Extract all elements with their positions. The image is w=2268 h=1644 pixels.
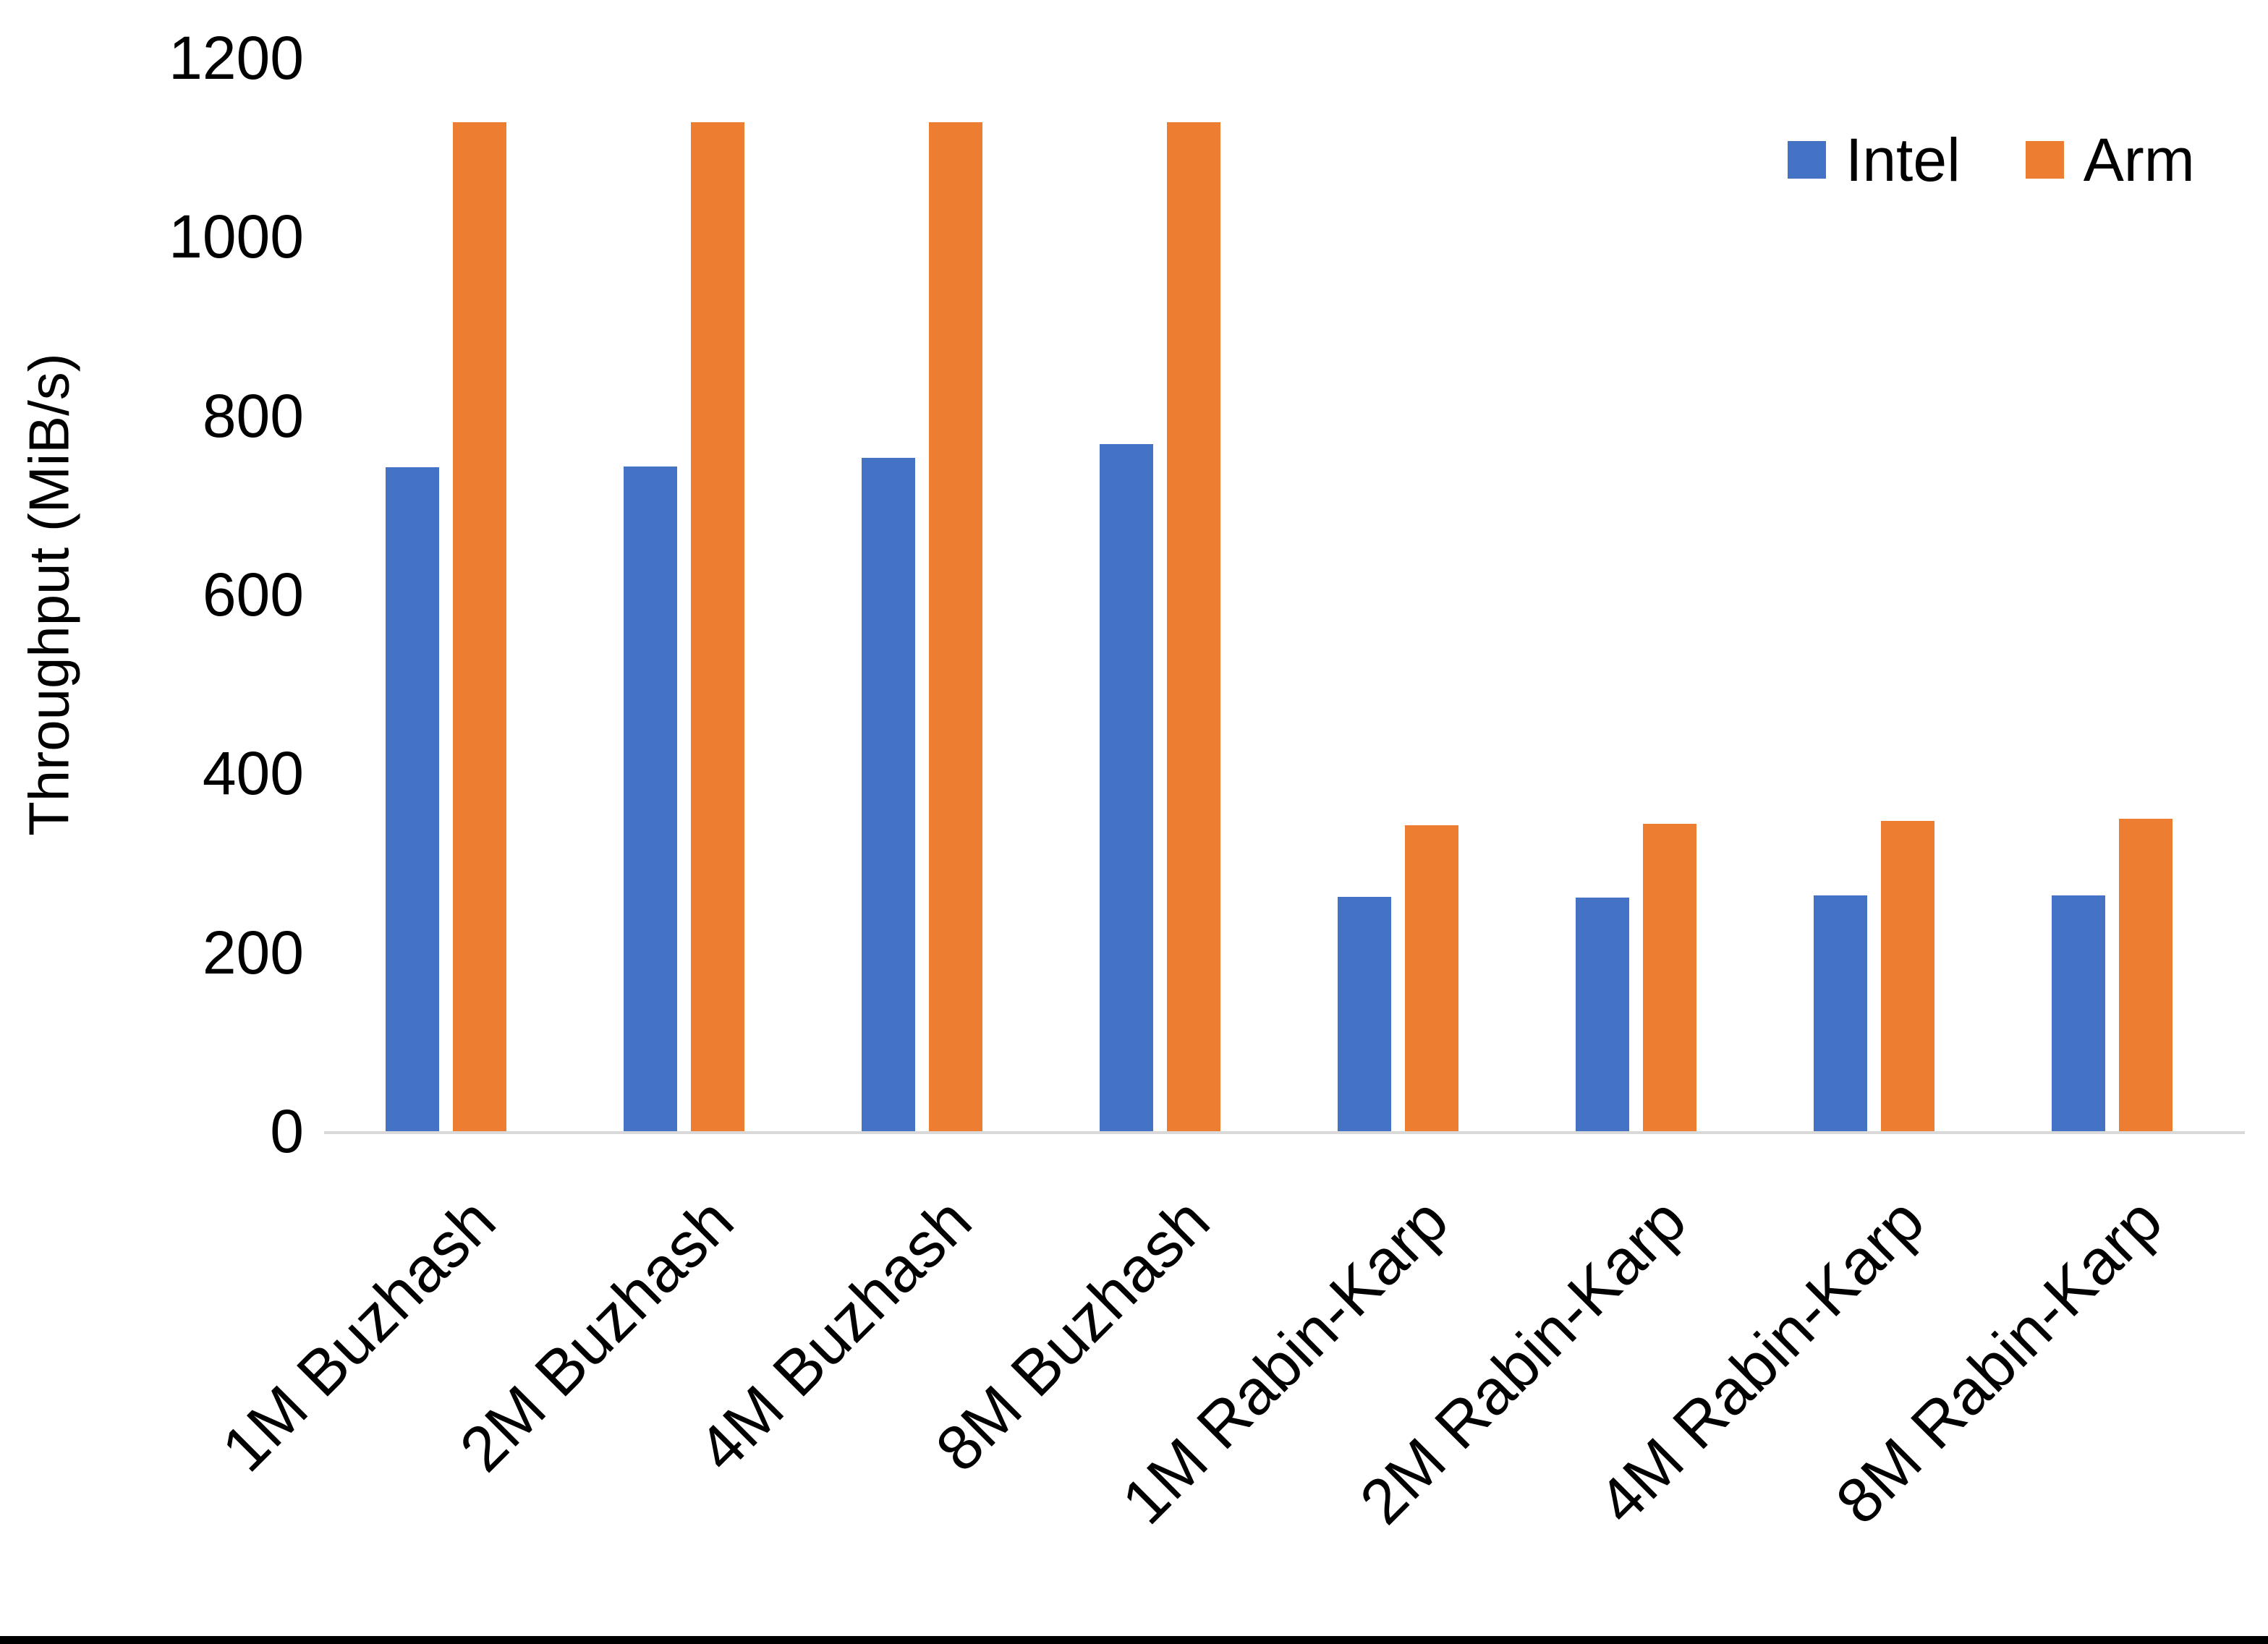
bar-arm-4m-buzhash <box>929 122 982 1131</box>
bar-group-1m-buzhash <box>386 122 506 1131</box>
plot-area <box>324 58 2245 1134</box>
y-tick-label-0: 0 <box>270 1097 304 1165</box>
bar-intel-8m-buzhash <box>1100 444 1153 1131</box>
bar-arm-2m-rabin-karp <box>1643 824 1696 1131</box>
bar-group-2m-rabin-karp <box>1576 824 1696 1131</box>
bar-arm-1m-rabin-karp <box>1405 825 1458 1131</box>
legend-label-arm: Arm <box>2083 126 2195 194</box>
bar-intel-1m-buzhash <box>386 467 439 1131</box>
y-tick-label-800: 800 <box>202 381 304 450</box>
bar-arm-1m-buzhash <box>453 122 506 1131</box>
legend-swatch-intel <box>1788 141 1826 179</box>
bar-arm-8m-buzhash <box>1167 122 1220 1131</box>
y-tick-label-200: 200 <box>202 918 304 987</box>
y-tick-label-400: 400 <box>202 739 304 808</box>
bar-intel-8m-rabin-karp <box>2052 895 2105 1131</box>
bar-group-4m-buzhash <box>862 122 982 1131</box>
bar-intel-4m-buzhash <box>862 458 915 1131</box>
bar-group-4m-rabin-karp <box>1814 821 1934 1131</box>
y-tick-label-1200: 1200 <box>169 24 304 92</box>
bar-group-8m-rabin-karp <box>2052 819 2173 1131</box>
bar-arm-4m-rabin-karp <box>1881 821 1934 1131</box>
bar-arm-8m-rabin-karp <box>2119 819 2173 1131</box>
legend-item-arm: Arm <box>2025 126 2195 194</box>
legend-item-intel: Intel <box>1788 129 1961 190</box>
bar-intel-2m-buzhash <box>624 467 677 1131</box>
y-tick-label-1000: 1000 <box>169 203 304 271</box>
x-axis-line <box>324 1131 2245 1134</box>
y-tick-label-600: 600 <box>202 561 304 629</box>
bar-intel-1m-rabin-karp <box>1338 897 1391 1131</box>
bar-group-2m-buzhash <box>624 122 744 1131</box>
bar-arm-2m-buzhash <box>691 122 744 1131</box>
bar-intel-4m-rabin-karp <box>1814 895 1867 1131</box>
legend: Intel Arm <box>1788 129 2195 190</box>
bottom-border <box>0 1636 2268 1644</box>
bars-container <box>324 58 2245 1131</box>
bar-group-1m-rabin-karp <box>1338 825 1458 1131</box>
bar-intel-2m-rabin-karp <box>1576 898 1629 1131</box>
bar-group-8m-buzhash <box>1100 122 1220 1131</box>
legend-swatch-arm <box>2025 141 2064 179</box>
legend-label-intel: Intel <box>1846 126 1961 194</box>
